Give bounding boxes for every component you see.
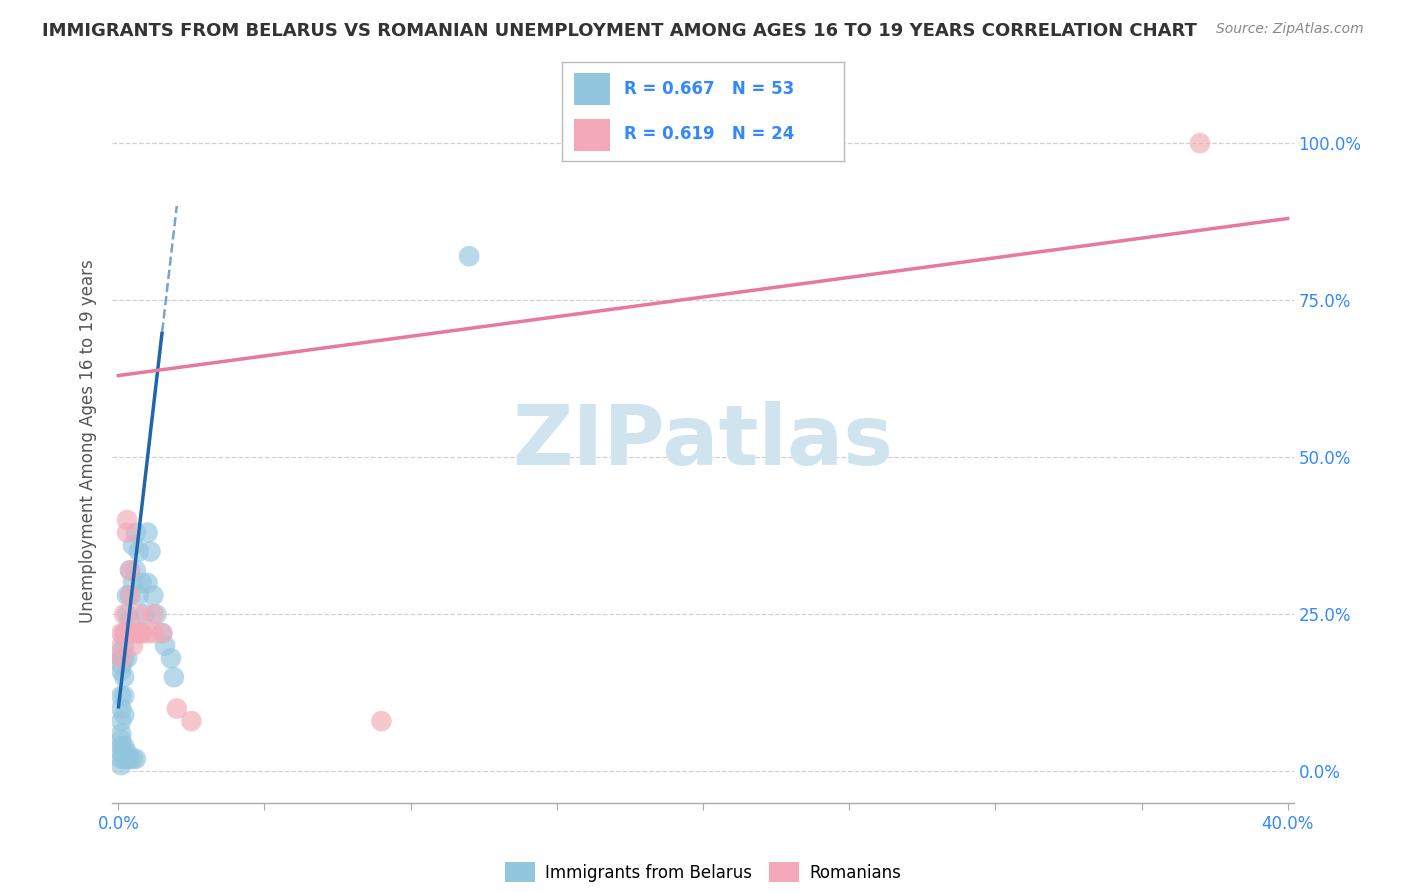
Legend: Immigrants from Belarus, Romanians: Immigrants from Belarus, Romanians <box>499 855 907 888</box>
Point <box>122 538 145 552</box>
Point <box>110 639 132 653</box>
Point <box>112 739 135 754</box>
FancyBboxPatch shape <box>574 73 610 104</box>
Point <box>128 589 150 603</box>
Point <box>122 626 145 640</box>
Point <box>110 752 132 766</box>
Point <box>118 589 141 603</box>
Point <box>139 544 162 558</box>
Point <box>112 670 135 684</box>
Point <box>110 739 132 754</box>
Point <box>118 752 141 766</box>
Point <box>112 626 135 640</box>
Point <box>370 714 392 728</box>
Text: Source: ZipAtlas.com: Source: ZipAtlas.com <box>1216 22 1364 37</box>
Point <box>110 651 132 665</box>
FancyBboxPatch shape <box>574 120 610 151</box>
Text: R = 0.667   N = 53: R = 0.667 N = 53 <box>624 80 794 98</box>
Point <box>115 626 138 640</box>
Point <box>180 714 202 728</box>
Point <box>125 563 148 577</box>
Point <box>134 607 156 622</box>
Point <box>112 639 135 653</box>
Point <box>115 513 138 527</box>
Point <box>458 249 481 263</box>
Point <box>115 752 138 766</box>
Point <box>160 651 183 665</box>
Point <box>125 752 148 766</box>
Point <box>110 701 132 715</box>
Text: IMMIGRANTS FROM BELARUS VS ROMANIAN UNEMPLOYMENT AMONG AGES 16 TO 19 YEARS CORRE: IMMIGRANTS FROM BELARUS VS ROMANIAN UNEM… <box>42 22 1197 40</box>
Point <box>115 746 138 760</box>
Point <box>122 639 145 653</box>
Point <box>112 607 135 622</box>
Point <box>1188 136 1211 150</box>
Point <box>115 607 138 622</box>
Point <box>110 689 132 703</box>
Point <box>153 639 176 653</box>
Point <box>110 727 132 741</box>
Point <box>128 544 150 558</box>
Point <box>128 607 150 622</box>
Point <box>166 701 188 715</box>
Point <box>128 626 150 640</box>
Point <box>110 714 132 728</box>
Point <box>131 626 153 640</box>
Point <box>115 589 138 603</box>
Point <box>110 626 132 640</box>
Point <box>110 651 132 665</box>
Point <box>115 626 138 640</box>
Point <box>112 752 135 766</box>
Point <box>131 575 153 590</box>
Point <box>118 614 141 628</box>
Point <box>136 626 159 640</box>
Point <box>110 645 132 659</box>
Point <box>112 689 135 703</box>
Point <box>112 746 135 760</box>
Point <box>112 626 135 640</box>
Point <box>136 575 159 590</box>
Point <box>122 752 145 766</box>
Point <box>142 589 165 603</box>
Point <box>150 626 173 640</box>
Point <box>110 746 132 760</box>
Point <box>142 626 165 640</box>
Text: R = 0.619   N = 24: R = 0.619 N = 24 <box>624 125 794 143</box>
Point <box>118 563 141 577</box>
Point <box>112 707 135 722</box>
Point <box>150 626 173 640</box>
Point <box>115 651 138 665</box>
Point <box>112 651 135 665</box>
Point <box>131 626 153 640</box>
Point <box>118 589 141 603</box>
Y-axis label: Unemployment Among Ages 16 to 19 years: Unemployment Among Ages 16 to 19 years <box>79 260 97 624</box>
Point <box>110 657 132 672</box>
Point <box>145 607 167 622</box>
Point <box>122 575 145 590</box>
Point <box>125 525 148 540</box>
Point <box>110 664 132 678</box>
Point <box>163 670 186 684</box>
Point <box>125 626 148 640</box>
Point <box>110 758 132 772</box>
Point <box>115 525 138 540</box>
Point <box>136 525 159 540</box>
Point <box>110 733 132 747</box>
Text: ZIPatlas: ZIPatlas <box>513 401 893 482</box>
Point <box>142 607 165 622</box>
Point <box>118 563 141 577</box>
